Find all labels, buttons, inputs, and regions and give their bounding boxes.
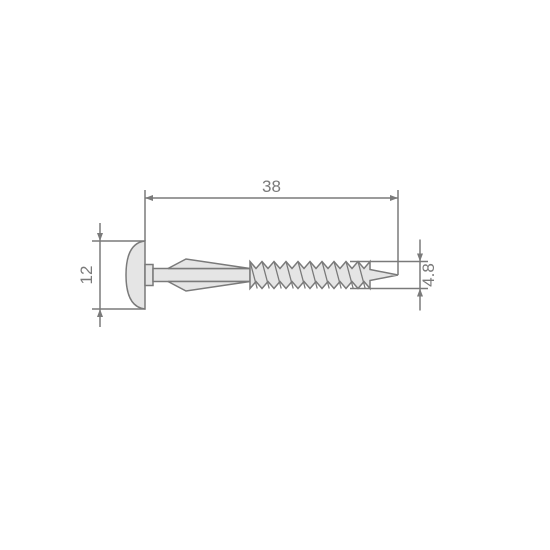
dim-arrow xyxy=(417,289,423,297)
dim-arrow xyxy=(97,233,103,241)
technical-drawing: 38 12 4.8 xyxy=(0,0,550,550)
dim-value-length: 38 xyxy=(262,177,281,196)
screw-threads xyxy=(250,262,398,289)
dim-value-thread: 4.8 xyxy=(419,263,438,287)
dim-arrow xyxy=(97,309,103,317)
screw-neck xyxy=(145,265,153,286)
dim-arrow xyxy=(417,254,423,262)
screw-head xyxy=(126,241,145,309)
screw-shank xyxy=(153,269,250,282)
dim-arrow xyxy=(145,195,153,201)
anchor-wing-top xyxy=(168,259,250,269)
anchor-wing-bottom xyxy=(168,282,250,292)
dim-value-head: 12 xyxy=(77,266,96,285)
dim-arrow xyxy=(390,195,398,201)
